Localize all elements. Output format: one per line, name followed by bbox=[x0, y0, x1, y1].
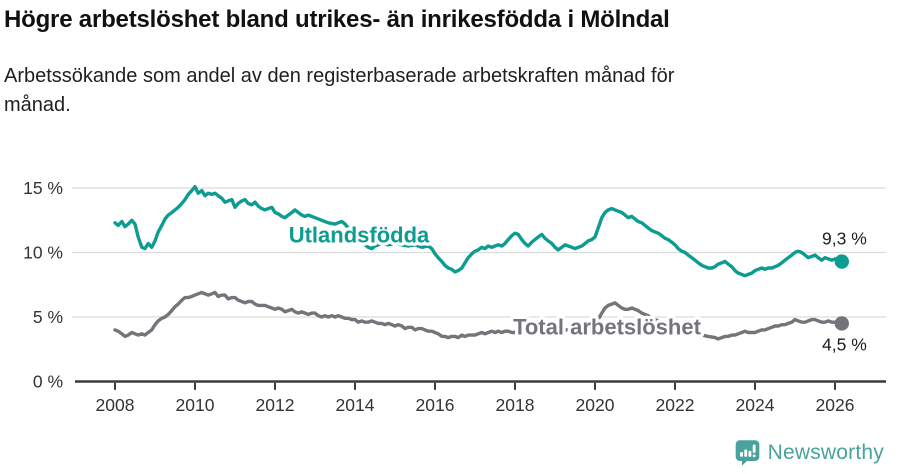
y-tick-label: 10 % bbox=[23, 243, 63, 263]
y-tick-label: 15 % bbox=[23, 178, 63, 198]
y-tick-label: 5 % bbox=[33, 307, 63, 327]
x-tick-label: 2018 bbox=[496, 395, 535, 415]
page-title: Högre arbetslöshet bland utrikes- än inr… bbox=[4, 6, 670, 33]
x-tick-label: 2016 bbox=[416, 395, 455, 415]
x-tick-label: 2024 bbox=[736, 395, 775, 415]
x-tick-label: 2008 bbox=[96, 395, 135, 415]
logo-bars bbox=[739, 444, 756, 458]
x-tick-label: 2022 bbox=[656, 395, 695, 415]
footer: Newsworthy bbox=[734, 439, 884, 466]
series-end-dot bbox=[834, 316, 849, 331]
series-label-utlandsf-dda: Utlandsfödda bbox=[289, 222, 430, 247]
series-line-utlandsf-dda bbox=[113, 184, 844, 278]
chart-subtitle: Arbetssökande som andel av den registerb… bbox=[4, 65, 675, 116]
x-tick-label: 2014 bbox=[336, 395, 375, 415]
newsworthy-logo-text: Newsworthy bbox=[767, 440, 884, 464]
x-tick-label: 2012 bbox=[256, 395, 295, 415]
series-end-value-label: 4,5 % bbox=[822, 334, 867, 354]
x-tick-label: 2010 bbox=[176, 395, 215, 415]
series-line-total-arbetsl-shet bbox=[113, 290, 844, 341]
newsworthy-logo-icon bbox=[735, 440, 759, 466]
newsworthy-logo[interactable]: Newsworthy bbox=[734, 439, 884, 466]
x-tick-label: 2026 bbox=[816, 395, 855, 415]
series-label-total-arbetsl-shet: Total arbetslöshet bbox=[513, 315, 702, 340]
series-end-dot bbox=[834, 254, 849, 269]
y-tick-label: 0 % bbox=[33, 372, 63, 392]
x-tick-label: 2020 bbox=[576, 395, 615, 415]
series-end-value-label: 9,3 % bbox=[822, 229, 867, 249]
